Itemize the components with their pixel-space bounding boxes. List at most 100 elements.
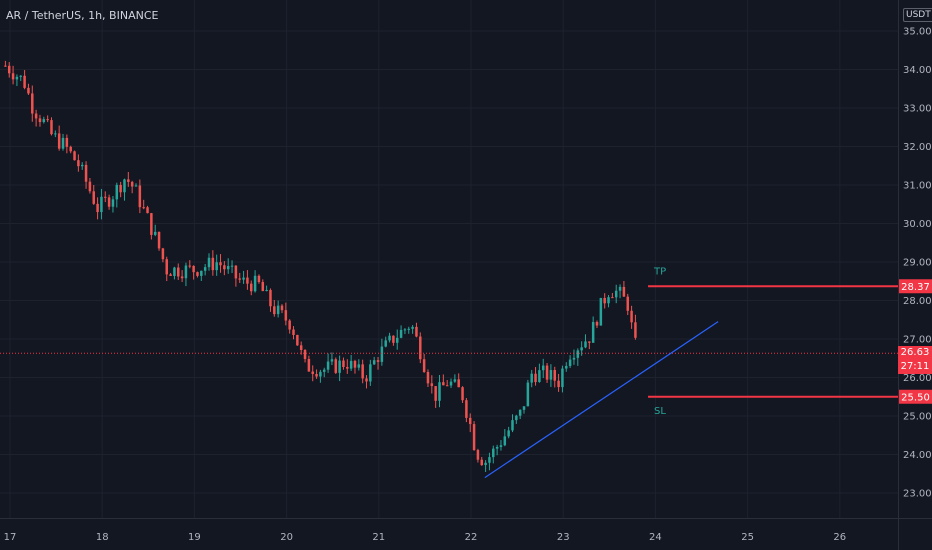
candle-body — [522, 406, 526, 410]
candle-body — [434, 386, 437, 401]
candle-body — [173, 267, 176, 276]
candle-body — [411, 326, 414, 329]
candle-body — [15, 76, 19, 80]
candle-body — [192, 265, 195, 273]
candle-body — [292, 329, 295, 335]
candle-body — [280, 305, 284, 311]
candle-body — [611, 297, 614, 299]
candle-body — [288, 320, 291, 330]
candle-body — [134, 185, 138, 187]
candle-body — [465, 400, 468, 418]
price-tick-label: 24.00 — [903, 450, 932, 461]
candle-body — [349, 360, 353, 369]
currency-label[interactable]: USDT — [903, 8, 932, 22]
candle-body — [614, 290, 618, 298]
candle-body — [392, 335, 395, 343]
candle-body — [261, 282, 265, 292]
candle-body — [580, 347, 583, 351]
candle-body — [565, 365, 568, 369]
candle-body — [361, 364, 364, 379]
candle-body — [511, 420, 514, 431]
support-trendline[interactable] — [484, 321, 719, 479]
candlestick-series — [4, 60, 637, 472]
price-tick-label: 33.00 — [903, 104, 932, 115]
candle-body — [57, 133, 61, 149]
candle-body — [538, 370, 541, 383]
candle-body — [215, 262, 218, 271]
time-tick-label: 22 — [465, 532, 478, 543]
price-axis[interactable]: 23.00 24.00 25.00 26.00 27.00 28.00 29.00 30.00… — [898, 0, 932, 550]
candle-body — [549, 370, 553, 380]
candle-body — [127, 179, 130, 182]
candle-body — [69, 146, 72, 152]
candle-body — [630, 310, 633, 323]
candle-body — [119, 184, 122, 193]
candle-body — [338, 360, 341, 373]
candle-body — [445, 385, 449, 387]
candle-body — [104, 196, 107, 198]
candle-body — [453, 379, 457, 382]
candle-body — [407, 328, 411, 330]
sl-price-badge-bg — [899, 389, 932, 404]
candle-body — [326, 361, 330, 370]
candle-body — [319, 371, 322, 377]
price-tick-label: 29.00 — [903, 258, 932, 269]
candle-body — [130, 181, 134, 187]
candle-body — [123, 179, 126, 193]
candle-body — [223, 265, 226, 270]
chart-grid — [0, 0, 898, 518]
candle-body — [230, 265, 234, 267]
candle-body — [196, 272, 199, 276]
candle-body — [591, 322, 595, 343]
time-tick-label: 18 — [96, 532, 109, 543]
candle-body — [372, 360, 376, 365]
candle-body — [449, 381, 453, 386]
price-tick-label: 28.00 — [903, 296, 932, 307]
candle-body — [219, 262, 222, 266]
candle-body — [80, 164, 84, 167]
drawing-overlays[interactable]: TP SL — [0, 266, 898, 479]
candle-body — [226, 266, 230, 270]
candle-body — [19, 75, 23, 77]
candle-body — [269, 289, 272, 307]
candle-body — [330, 359, 334, 362]
candle-body — [61, 137, 65, 149]
candle-body — [353, 360, 357, 368]
time-tick-label: 26 — [833, 532, 846, 543]
candle-body — [626, 296, 629, 311]
time-tick-label: 19 — [188, 532, 201, 543]
candle-body — [457, 379, 460, 388]
candle-body — [599, 297, 603, 326]
candle-body — [357, 364, 361, 368]
candle-body — [395, 337, 399, 343]
candle-body — [595, 322, 599, 326]
candle-body — [203, 267, 207, 271]
candle-body — [23, 75, 26, 88]
candle-body — [334, 359, 338, 373]
candle-body — [541, 365, 545, 371]
candle-body — [365, 378, 368, 382]
candle-body — [31, 93, 34, 114]
candle-body — [100, 196, 103, 213]
candle-body — [77, 160, 80, 167]
price-tick-label: 26.00 — [903, 373, 932, 384]
symbol-title[interactable]: AR / TetherUS, 1h, BINANCE — [6, 9, 159, 22]
candle-body — [284, 310, 288, 321]
bar-countdown-badge: 27:11 — [898, 360, 932, 375]
candle-body — [153, 231, 157, 235]
time-tick-label: 21 — [372, 532, 385, 543]
candle-body — [561, 368, 564, 388]
candle-body — [419, 336, 422, 360]
candle-body — [200, 270, 203, 276]
candle-body — [273, 306, 276, 315]
candle-body — [322, 369, 326, 372]
time-axis[interactable]: 17 18 19 20 21 22 23 24 25 26 — [0, 518, 932, 544]
candle-body — [492, 448, 495, 458]
price-tick-label: 27.00 — [903, 335, 932, 346]
candle-body — [142, 207, 145, 209]
candle-body — [484, 462, 487, 466]
time-tick-label: 24 — [649, 532, 662, 543]
time-tick-label: 17 — [4, 532, 17, 543]
price-tick-label: 31.00 — [903, 181, 932, 192]
